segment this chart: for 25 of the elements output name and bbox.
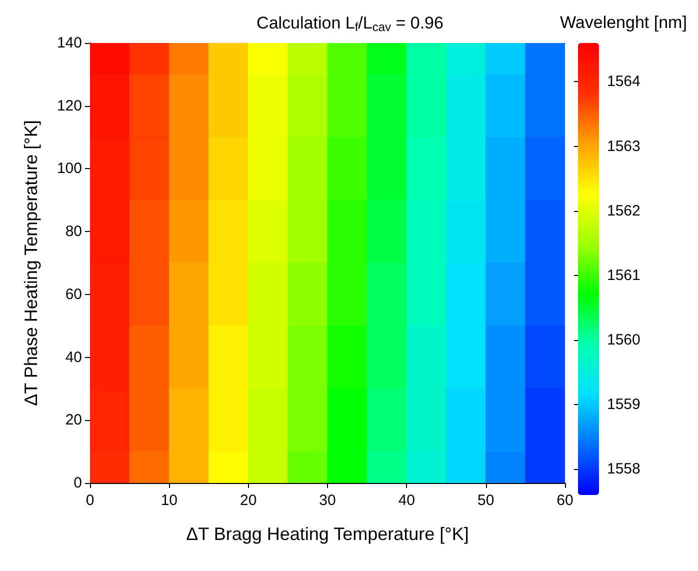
x-tick-label: 50 (477, 492, 494, 509)
y-tick-label: 60 (65, 286, 82, 303)
color-bar-label: 1561 (607, 266, 640, 284)
color-bar-label: 1560 (607, 332, 640, 349)
x-tick-label: 30 (319, 492, 336, 509)
y-tick-label: 0 (74, 474, 82, 492)
y-tick-label: 100 (56, 160, 82, 178)
color-bar-label: 1562 (607, 202, 640, 220)
x-tick-label: 10 (160, 492, 178, 509)
y-tick-label: 40 (65, 348, 82, 366)
x-axis-title: ΔT Bragg Heating Temperature [°K] (186, 524, 469, 544)
x-tick-label: 20 (240, 492, 257, 509)
y-tick-label: 140 (56, 34, 82, 52)
y-tick-label: 120 (56, 97, 82, 114)
color-bar-label: 1564 (607, 73, 640, 90)
x-tick-label: 60 (556, 492, 574, 509)
color-bar-label: 1563 (607, 138, 640, 155)
color-bar-label: 1559 (607, 396, 640, 414)
y-axis-title: ΔT Phase Heating Temperature [°K] (21, 120, 41, 406)
y-tick-label: 20 (65, 412, 82, 429)
x-tick-label: 40 (398, 492, 416, 509)
y-tick-label: 80 (65, 223, 82, 240)
color-bar-title: Wavelenght [nm] (560, 13, 687, 32)
x-tick-label: 0 (86, 492, 94, 509)
color-bar-label: 1558 (607, 460, 640, 478)
